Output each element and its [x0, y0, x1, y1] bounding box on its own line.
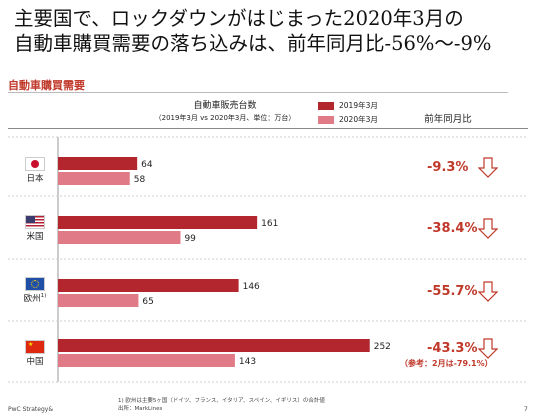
- china-reference-note: （参考：2月は-79.1%）: [400, 359, 493, 368]
- yoy-value-japan: -9.3%: [427, 160, 469, 175]
- chart-title: 自動車販売台数: [193, 101, 257, 111]
- footnotes: 1) 欧州は主要5ヶ国（ドイツ、フランス、イタリア、スペイン、イギリス）の合計値…: [118, 397, 325, 413]
- title-line-1: 主要国で、ロックダウンがはじまった2020年3月の: [14, 7, 464, 30]
- yoy-header: 前年同月比: [424, 114, 472, 125]
- yoy-value-china: -43.3%: [427, 341, 478, 356]
- down-arrow-icon: [478, 281, 498, 302]
- bar-value-label: 161: [261, 219, 278, 229]
- category-china: ★ 中国: [18, 340, 52, 367]
- bar-value-label: 58: [134, 175, 146, 185]
- page-number: 7: [524, 406, 528, 413]
- title-line-2: 自動車購買需要の落ち込みは、前年同月比-56%～-9%: [14, 32, 492, 55]
- bar-value-label: 64: [141, 160, 153, 170]
- bar-2019-2: [58, 279, 239, 292]
- footer-brand: PwC Strategy&: [8, 406, 54, 413]
- section-label: 自動車購買需要: [8, 79, 85, 92]
- usa-flag-icon: [25, 215, 45, 229]
- bar-2020-3: [58, 354, 235, 367]
- bar-2019-1: [58, 216, 258, 229]
- bar-value-label: 143: [239, 357, 256, 367]
- footnote-source: 出所：MarkLines: [118, 406, 163, 412]
- category-label-japan: 日本: [26, 174, 44, 184]
- legend-label-2020: 2020年3月: [339, 115, 378, 124]
- bar-value-label: 252: [374, 342, 391, 352]
- eu-flag-icon: [25, 277, 45, 291]
- bar-value-label: 65: [142, 297, 153, 307]
- legend-label-2019: 2019年3月: [339, 101, 378, 110]
- legend-item-2020: 2020年3月: [318, 114, 378, 125]
- category-japan: 日本: [18, 157, 52, 184]
- china-flag-icon: ★: [25, 340, 45, 354]
- bar-2020-1: [58, 231, 181, 244]
- bar-2019-3: [58, 339, 370, 352]
- category-label-china: 中国: [26, 357, 44, 367]
- down-arrow-icon: [478, 338, 498, 359]
- bar-value-label: 146: [243, 282, 260, 292]
- bar-2020-0: [58, 172, 130, 185]
- category-europe: 欧州1): [18, 277, 52, 304]
- table-header-divider: [8, 128, 528, 129]
- bar-2020-2: [58, 294, 139, 307]
- chart-subtitle: （2019年3月 vs 2020年3月、単位：万台）: [154, 114, 296, 122]
- yoy-value-usa: -38.4%: [427, 221, 478, 236]
- category-label-europe: 欧州1): [23, 293, 47, 304]
- section-divider: [8, 92, 508, 93]
- bar-value-label: 99: [184, 234, 196, 244]
- footnote-line-1: 1) 欧州は主要5ヶ国（ドイツ、フランス、イタリア、スペイン、イギリス）の合計値: [118, 398, 325, 404]
- chart-title-block: 自動車販売台数 （2019年3月 vs 2020年3月、単位：万台）: [130, 100, 320, 124]
- legend-item-2019: 2019年3月: [318, 100, 378, 111]
- page-title: 主要国で、ロックダウンがはじまった2020年3月の 自動車購買需要の落ち込みは、…: [14, 6, 491, 56]
- europe-note-mark: 1): [40, 293, 47, 300]
- bar-2019-0: [58, 157, 138, 170]
- category-usa: 米国: [18, 215, 52, 242]
- japan-flag-icon: [25, 157, 45, 171]
- down-arrow-icon: [478, 218, 498, 239]
- yoy-value-europe: -55.7%: [427, 284, 478, 299]
- down-arrow-icon: [478, 157, 498, 178]
- category-label-usa: 米国: [26, 232, 44, 242]
- legend-swatch-2020: [318, 115, 334, 124]
- legend-swatch-2019: [318, 101, 334, 110]
